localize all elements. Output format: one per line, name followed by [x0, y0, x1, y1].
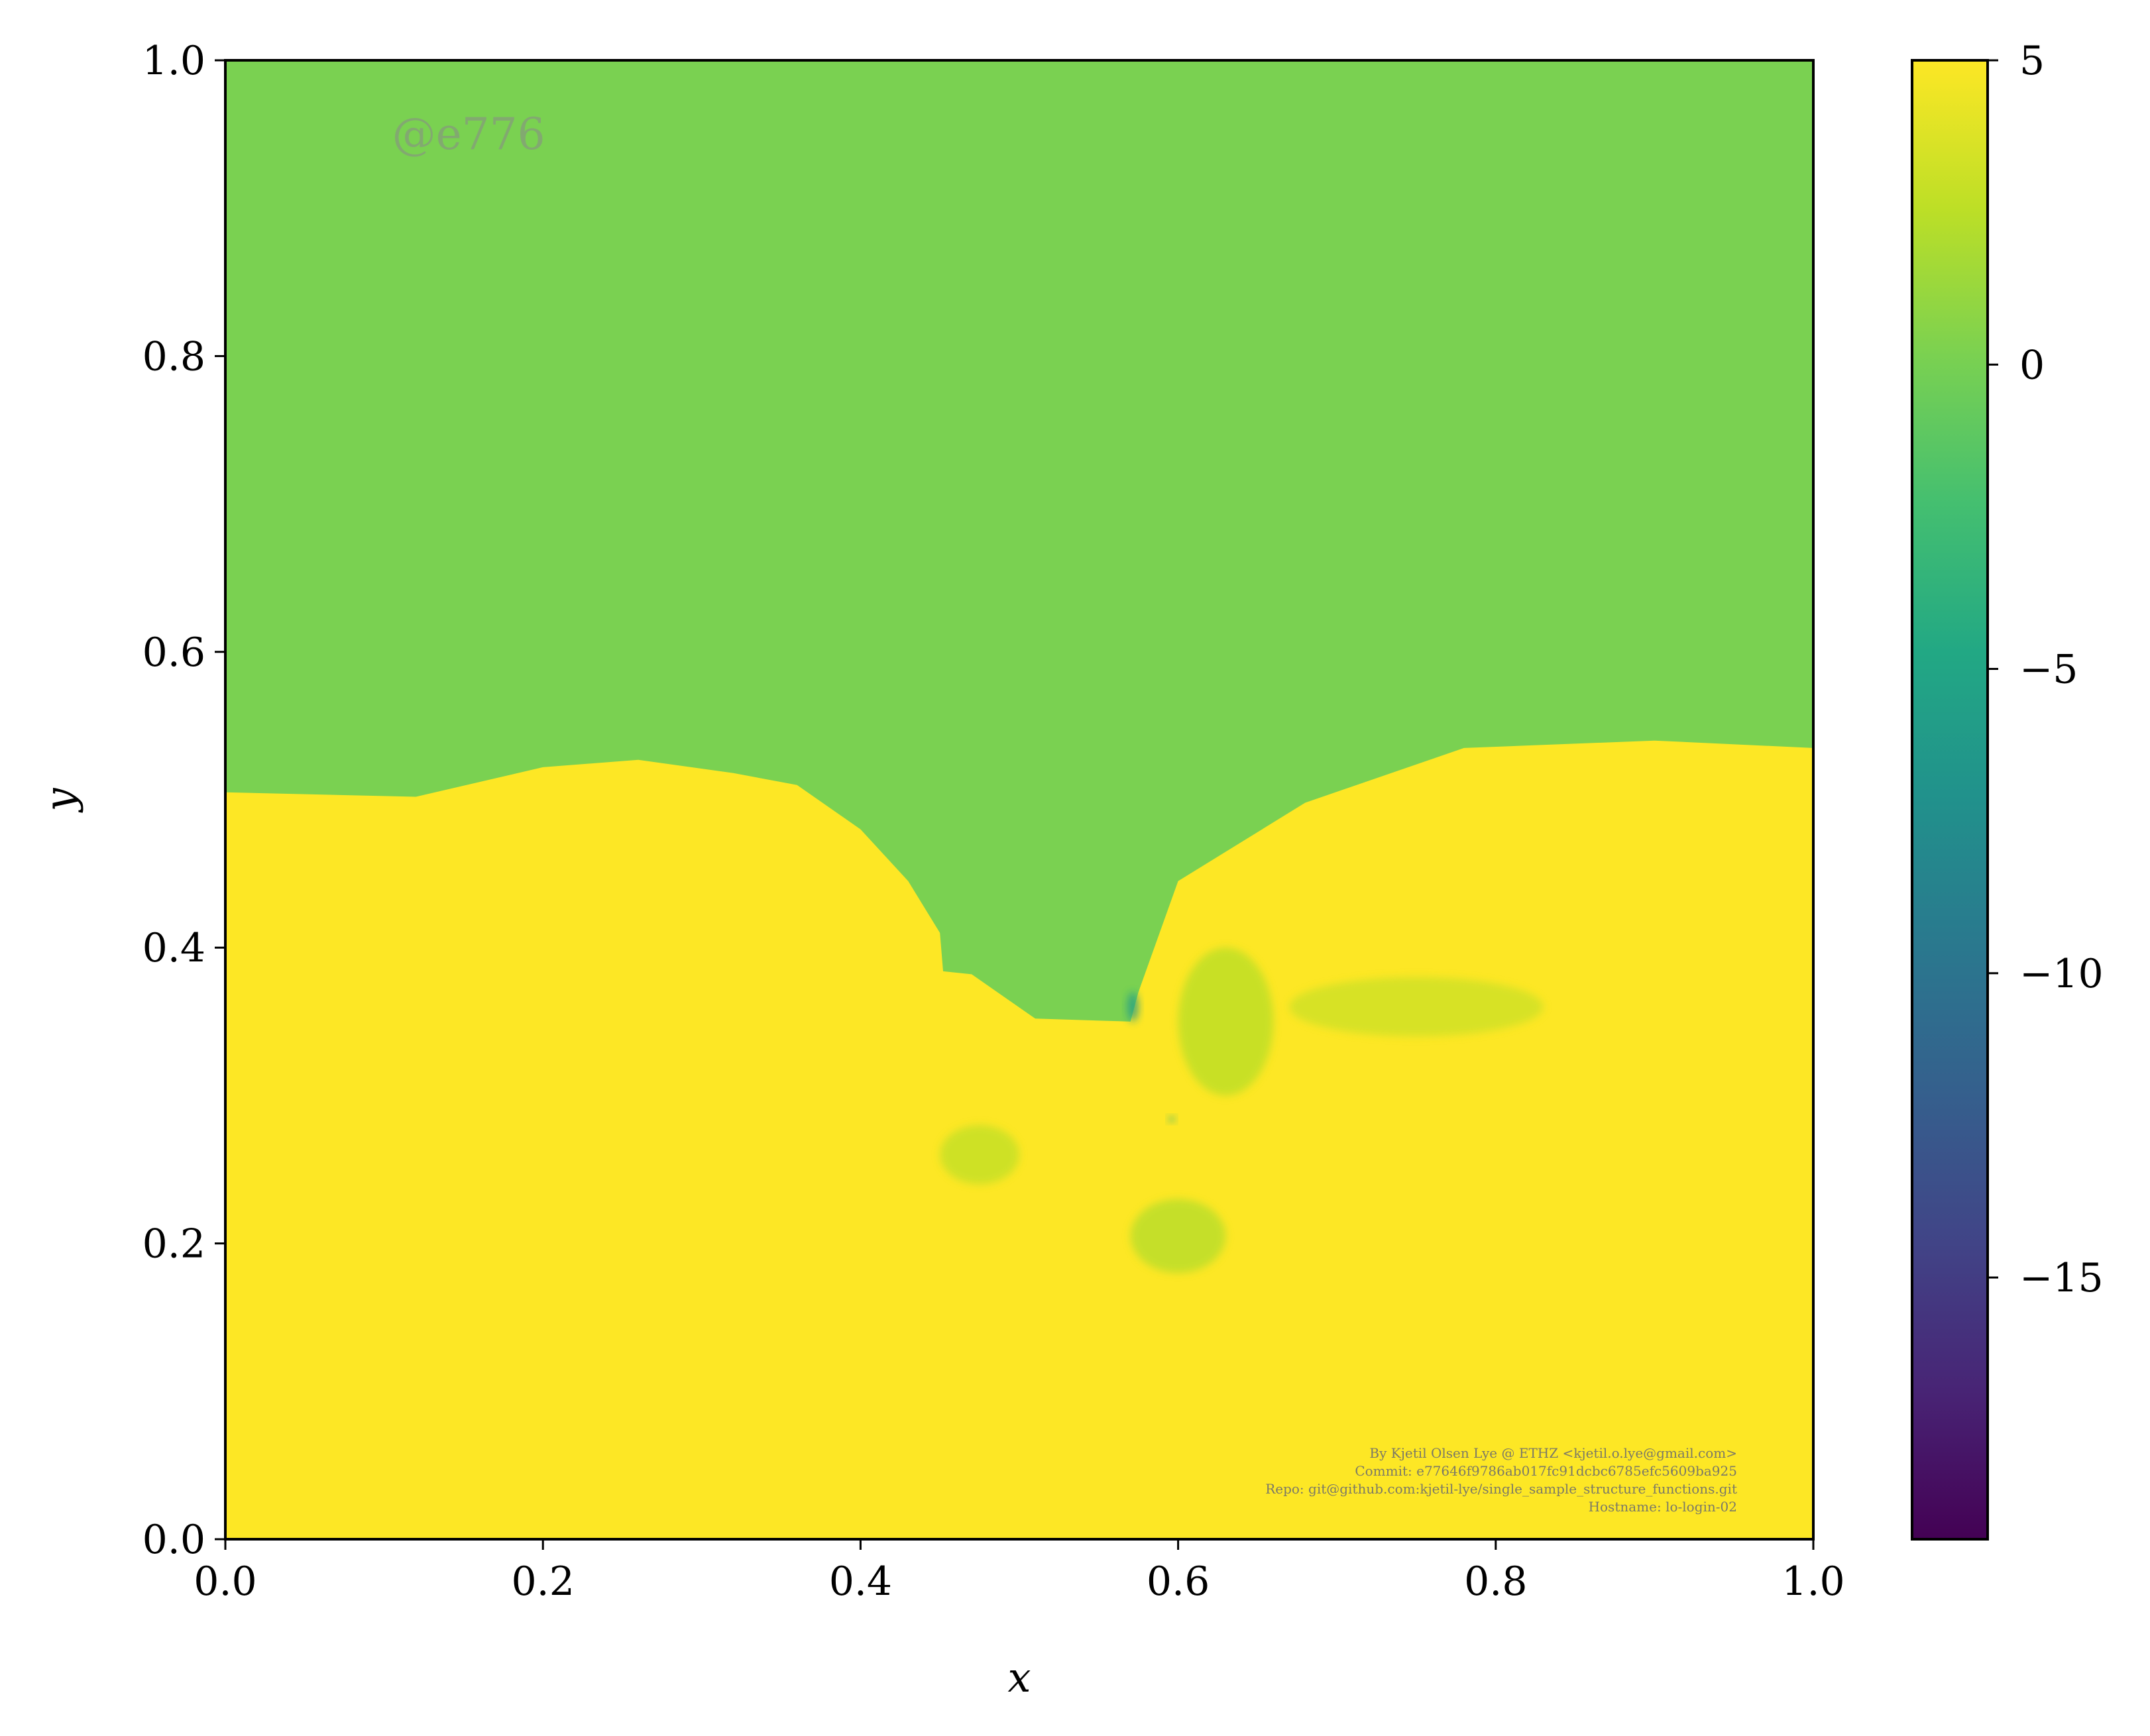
- plot-area-frame: [224, 59, 1815, 1541]
- y-tick-label: 0.0: [142, 1517, 205, 1563]
- heatmap-feature: [1127, 992, 1139, 1022]
- credit-line-commit: Commit: e77646f9786ab017fc91dcbc6785efc5…: [1355, 1463, 1737, 1479]
- heatmap-feature: [1168, 1116, 1175, 1122]
- x-tick-label: 0.8: [1464, 1558, 1527, 1605]
- credit-line-hostname: Hostname: lo-login-02: [1589, 1499, 1737, 1515]
- heatmap-image: [225, 60, 1813, 1539]
- credit-line-author: By Kjetil Olsen Lye @ ETHZ <kjetil.o.lye…: [1369, 1445, 1737, 1461]
- x-tick-label: 1.0: [1782, 1558, 1844, 1605]
- colorbar-tick-label: −5: [2019, 647, 2078, 693]
- colorbar-gradient: [1912, 60, 1988, 1539]
- heatmap-feature: [1130, 1199, 1226, 1274]
- x-tick-label: 0.2: [511, 1558, 574, 1605]
- colorbar: 5 0 −5 −10 −15: [1911, 38, 2104, 1541]
- y-tick-label: 0.4: [142, 925, 205, 971]
- colorbar-tick-label: 5: [2019, 38, 2045, 84]
- colorbar-ticks: 5 0 −5 −10 −15: [1988, 38, 2104, 1301]
- x-tick-label: 0.4: [829, 1558, 892, 1605]
- heatmap-region-upper: [225, 60, 1813, 1022]
- colorbar-frame: [1911, 59, 1989, 1541]
- heatmap-feature: [940, 1125, 1019, 1185]
- heatmap-feature: [1289, 977, 1544, 1037]
- x-tick-label: 0.0: [194, 1558, 256, 1605]
- x-axis-label: x: [1008, 1653, 1031, 1702]
- heatmap-features: [940, 948, 1544, 1274]
- y-tick-label: 0.6: [142, 629, 205, 676]
- credits-block: By Kjetil Olsen Lye @ ETHZ <kjetil.o.lye…: [1265, 1445, 1737, 1515]
- y-axis: 0.0 0.2 0.4 0.6 0.8 1.0: [142, 38, 225, 1563]
- y-tick-label: 1.0: [142, 38, 205, 84]
- watermark-text: @e776: [392, 109, 545, 160]
- colorbar-tick-label: −15: [2019, 1255, 2104, 1301]
- credit-line-repo: Repo: git@github.com:kjetil-lye/single_s…: [1265, 1481, 1737, 1497]
- x-axis: 0.0 0.2 0.4 0.6 0.8 1.0: [194, 1539, 1845, 1605]
- y-tick-label: 0.2: [142, 1221, 205, 1268]
- colorbar-tick-label: −10: [2019, 951, 2104, 997]
- y-tick-label: 0.8: [142, 333, 205, 380]
- y-axis-label: y: [36, 788, 84, 814]
- colorbar-tick-label: 0: [2019, 342, 2045, 388]
- heatmap-feature: [1178, 948, 1274, 1096]
- x-tick-label: 0.6: [1147, 1558, 1210, 1605]
